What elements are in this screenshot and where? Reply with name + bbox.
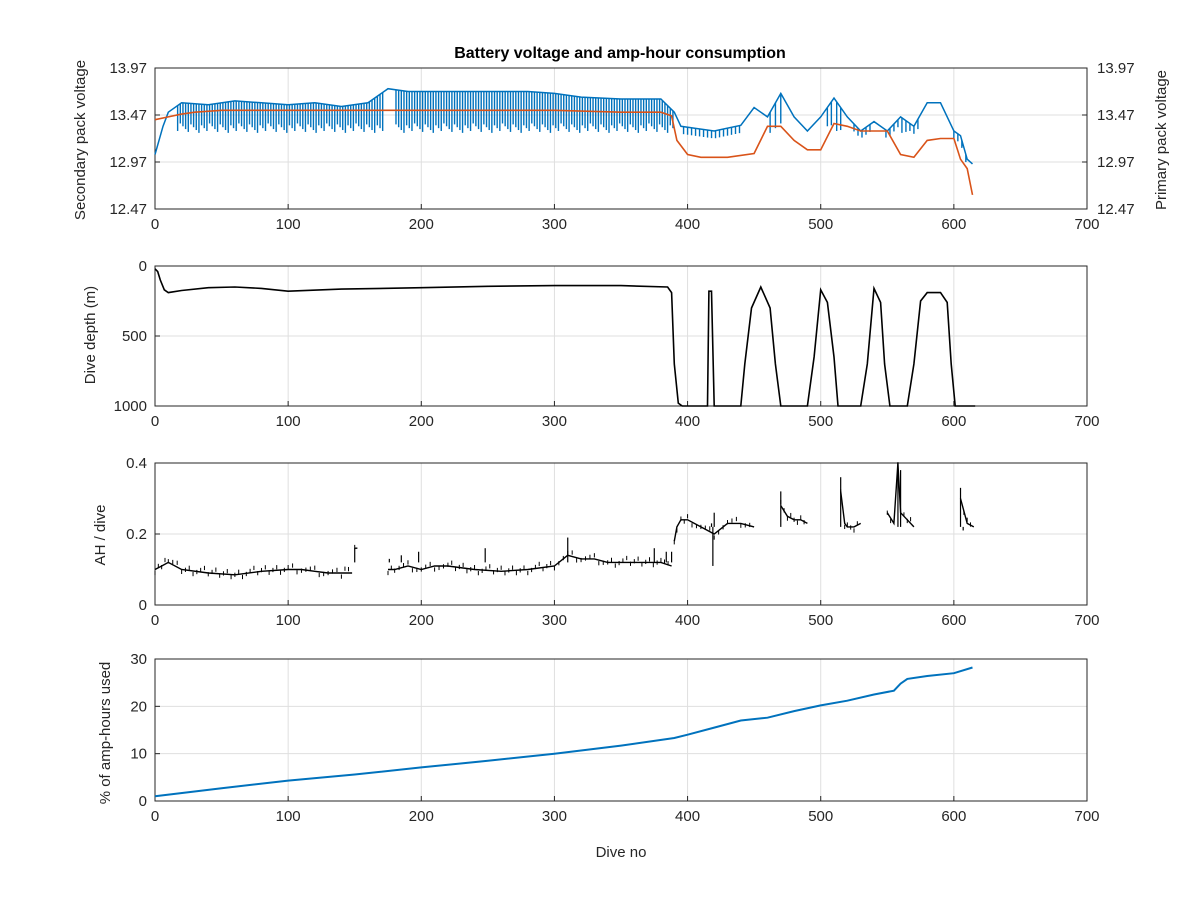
x-tick-label: 200 <box>409 612 434 629</box>
y-tick-label: 0 <box>139 597 147 614</box>
x-tick-label: 700 <box>1074 413 1099 430</box>
voltage-right-axis-label: Primary pack voltage <box>1153 70 1170 210</box>
primary-voltage-line <box>154 109 974 196</box>
right-tick-label: 13.97 <box>1097 60 1135 77</box>
y-tick-label: 10 <box>130 746 147 763</box>
plot-area <box>154 67 1088 210</box>
ah-per-dive-panel: 0 100 200 300 400 500 600 700 0 0.2 0.4 <box>126 455 1099 629</box>
x-tick-label: 100 <box>276 612 301 629</box>
amp-hours-used-panel: 0 100 200 300 400 500 600 700 0 10 20 30 <box>130 651 1099 825</box>
amp-hours-axis-label: % of amp-hours used <box>97 662 114 805</box>
x-tick-label: 700 <box>1074 808 1099 825</box>
y-tick-label: 0.4 <box>126 455 147 472</box>
x-tick-label: 200 <box>409 808 434 825</box>
x-axis-label: Dive no <box>596 844 647 861</box>
x-tick-label: 700 <box>1074 612 1099 629</box>
x-tick-label: 600 <box>941 808 966 825</box>
ah-per-dive-line <box>959 498 975 528</box>
x-tick-label: 600 <box>941 216 966 233</box>
depth-axis-label: Dive depth (m) <box>82 286 99 384</box>
x-tick-label: 0 <box>151 216 159 233</box>
x-tick-label: 400 <box>675 612 700 629</box>
x-tick-label: 300 <box>542 413 567 430</box>
y-tick-label: 0 <box>139 258 147 275</box>
x-tick-label: 100 <box>276 808 301 825</box>
y-tick-label: 13.47 <box>109 107 147 124</box>
x-tick-label: 300 <box>542 216 567 233</box>
x-tick-label: 100 <box>276 216 301 233</box>
ah-per-dive-line <box>886 462 915 528</box>
ah-axis-label: AH / dive <box>92 505 109 566</box>
amp-hours-used-line <box>154 666 973 798</box>
x-tick-label: 100 <box>276 413 301 430</box>
x-tick-label: 200 <box>409 216 434 233</box>
dive-depth-line <box>154 268 976 407</box>
y-tick-label: 13.97 <box>109 60 147 77</box>
ah-per-dive-line <box>840 491 862 528</box>
x-tick-label: 0 <box>151 612 159 629</box>
y-tick-label: 20 <box>130 698 147 715</box>
plot-border <box>154 462 1088 606</box>
x-tick-label: 500 <box>808 216 833 233</box>
x-tick-label: 600 <box>941 413 966 430</box>
y-tick-label: 12.47 <box>109 201 147 218</box>
x-tick-label: 200 <box>409 413 434 430</box>
right-tick-label: 12.47 <box>1097 201 1135 218</box>
right-tick-label: 12.97 <box>1097 154 1135 171</box>
x-tick-label: 0 <box>151 413 159 430</box>
depth-panel: 0 100 200 300 400 500 600 700 0 500 1000 <box>114 258 1100 430</box>
y-tick-label: 1000 <box>114 398 147 415</box>
x-tick-label: 300 <box>542 612 567 629</box>
y-tick-label: 0.2 <box>126 526 147 543</box>
voltage-panel: 0 100 200 300 400 500 600 70012.4712.9713.4713.… <box>109 60 1134 233</box>
plot-border <box>154 658 1088 802</box>
x-tick-label: 400 <box>675 808 700 825</box>
x-tick-label: 0 <box>151 808 159 825</box>
x-tick-label: 500 <box>808 808 833 825</box>
chart-title: Battery voltage and amp-hour consumption <box>454 45 786 62</box>
right-tick-label: 13.47 <box>1097 107 1135 124</box>
x-tick-label: 400 <box>675 413 700 430</box>
x-tick-label: 600 <box>941 612 966 629</box>
plot-border <box>154 265 1088 407</box>
voltage-left-axis-label: Secondary pack voltage <box>72 60 89 220</box>
y-tick-label: 0 <box>139 793 147 810</box>
x-tick-label: 700 <box>1074 216 1099 233</box>
x-tick-label: 500 <box>808 413 833 430</box>
y-tick-label: 500 <box>122 328 147 345</box>
x-tick-label: 300 <box>542 808 567 825</box>
plot-border <box>154 67 1088 210</box>
y-tick-label: 12.97 <box>109 154 147 171</box>
x-tick-label: 500 <box>808 612 833 629</box>
x-tick-label: 400 <box>675 216 700 233</box>
plot-area <box>154 658 1088 802</box>
y-tick-label: 30 <box>130 651 147 668</box>
